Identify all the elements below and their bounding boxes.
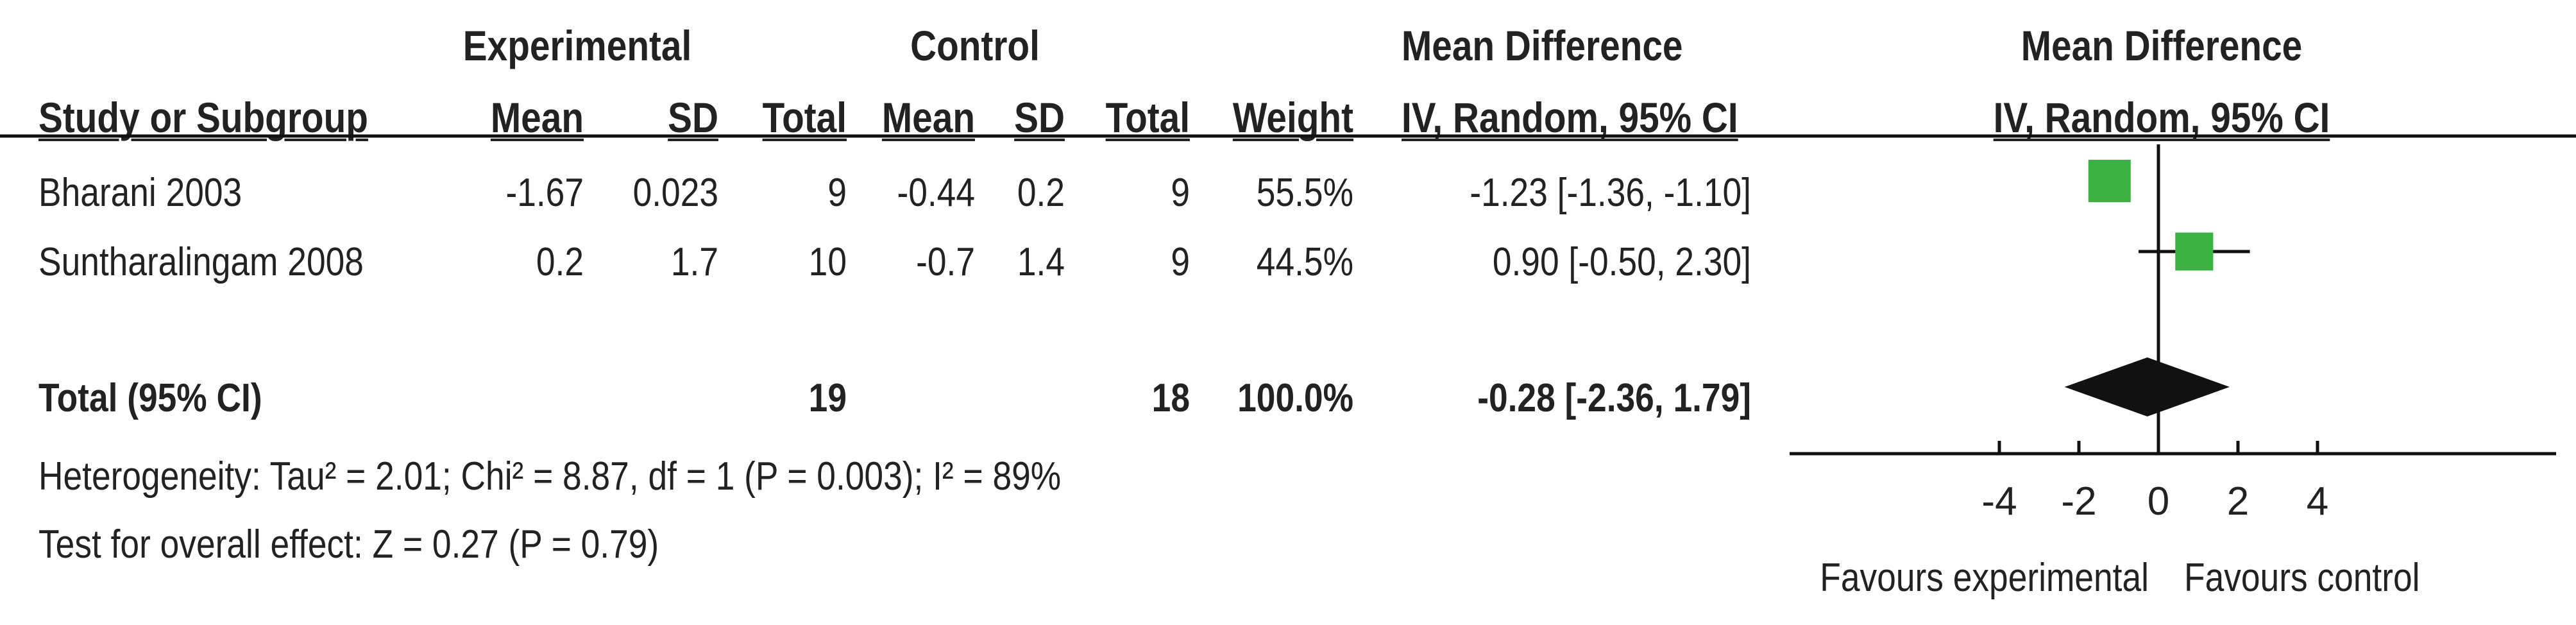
col-e-sd: SD <box>668 94 718 141</box>
study-c-sd: 1.4 <box>1017 240 1065 284</box>
study-e-sd: 1.7 <box>670 240 718 284</box>
heterogeneity-text: Heterogeneity: Tau² = 2.01; Chi² = 8.87,… <box>38 454 1062 499</box>
col-plot-method: IV, Random, 95% CI <box>1993 94 2330 141</box>
total-e-total: 19 <box>808 376 847 420</box>
study-e-total: 9 <box>827 171 847 215</box>
x-axis-tick-label: 2 <box>2227 479 2249 524</box>
study-e-sd: 0.023 <box>632 171 718 215</box>
study-effect-marker <box>2175 232 2214 271</box>
col-c-sd: SD <box>1014 94 1065 141</box>
total-md-ci: -0.28 [-2.36, 1.79] <box>1477 376 1751 420</box>
col-weight: Weight <box>1232 94 1353 141</box>
favours-control-label: Favours control <box>2184 556 2420 600</box>
col-e-mean: Mean <box>490 94 584 141</box>
study-c-total: 9 <box>1171 171 1190 215</box>
study-c-mean: -0.44 <box>897 171 975 215</box>
study-md-ci: -1.23 [-1.36, -1.10] <box>1470 171 1751 215</box>
x-axis-tick-label: 4 <box>2307 479 2328 524</box>
study-c-sd: 0.2 <box>1017 171 1065 215</box>
col-e-total: Total <box>762 94 847 141</box>
col-c-mean: Mean <box>881 94 975 141</box>
study-weight: 44.5% <box>1256 240 1353 284</box>
study-e-mean: -1.67 <box>505 171 584 215</box>
pooled-effect-diamond <box>2064 357 2230 416</box>
study-effect-marker <box>2088 160 2131 202</box>
study-e-mean: 0.2 <box>536 240 584 284</box>
header-experimental: Experimental <box>462 22 692 69</box>
col-c-total: Total <box>1105 94 1190 141</box>
total-weight: 100.0% <box>1237 376 1353 420</box>
total-c-total: 18 <box>1151 376 1190 420</box>
study-c-total: 9 <box>1171 240 1190 284</box>
study-e-total: 10 <box>808 240 847 284</box>
overall-effect-text: Test for overall effect: Z = 0.27 (P = 0… <box>38 522 659 567</box>
study-md-ci: 0.90 [-0.50, 2.30] <box>1492 240 1751 284</box>
x-axis-tick-label: -4 <box>1981 479 2017 524</box>
header-mean-difference-plot: Mean Difference <box>2021 22 2303 69</box>
plot-area: -4 -2 0 2 4 <box>1790 144 2556 524</box>
x-axis-tick-label: -2 <box>2061 479 2096 524</box>
study-c-mean: -0.7 <box>916 240 975 284</box>
col-study: Study or Subgroup <box>38 94 368 141</box>
total-label: Total (95% CI) <box>38 376 262 420</box>
favours-experimental-label: Favours experimental <box>1820 556 2149 600</box>
x-axis-tick-label: 0 <box>2148 479 2169 524</box>
study-name: Bharani 2003 <box>38 171 242 215</box>
header-control: Control <box>910 22 1040 69</box>
col-md-method: IV, Random, 95% CI <box>1402 94 1738 141</box>
study-weight: 55.5% <box>1256 171 1353 215</box>
header-mean-difference: Mean Difference <box>1402 22 1683 69</box>
study-name: Suntharalingam 2008 <box>38 240 364 284</box>
